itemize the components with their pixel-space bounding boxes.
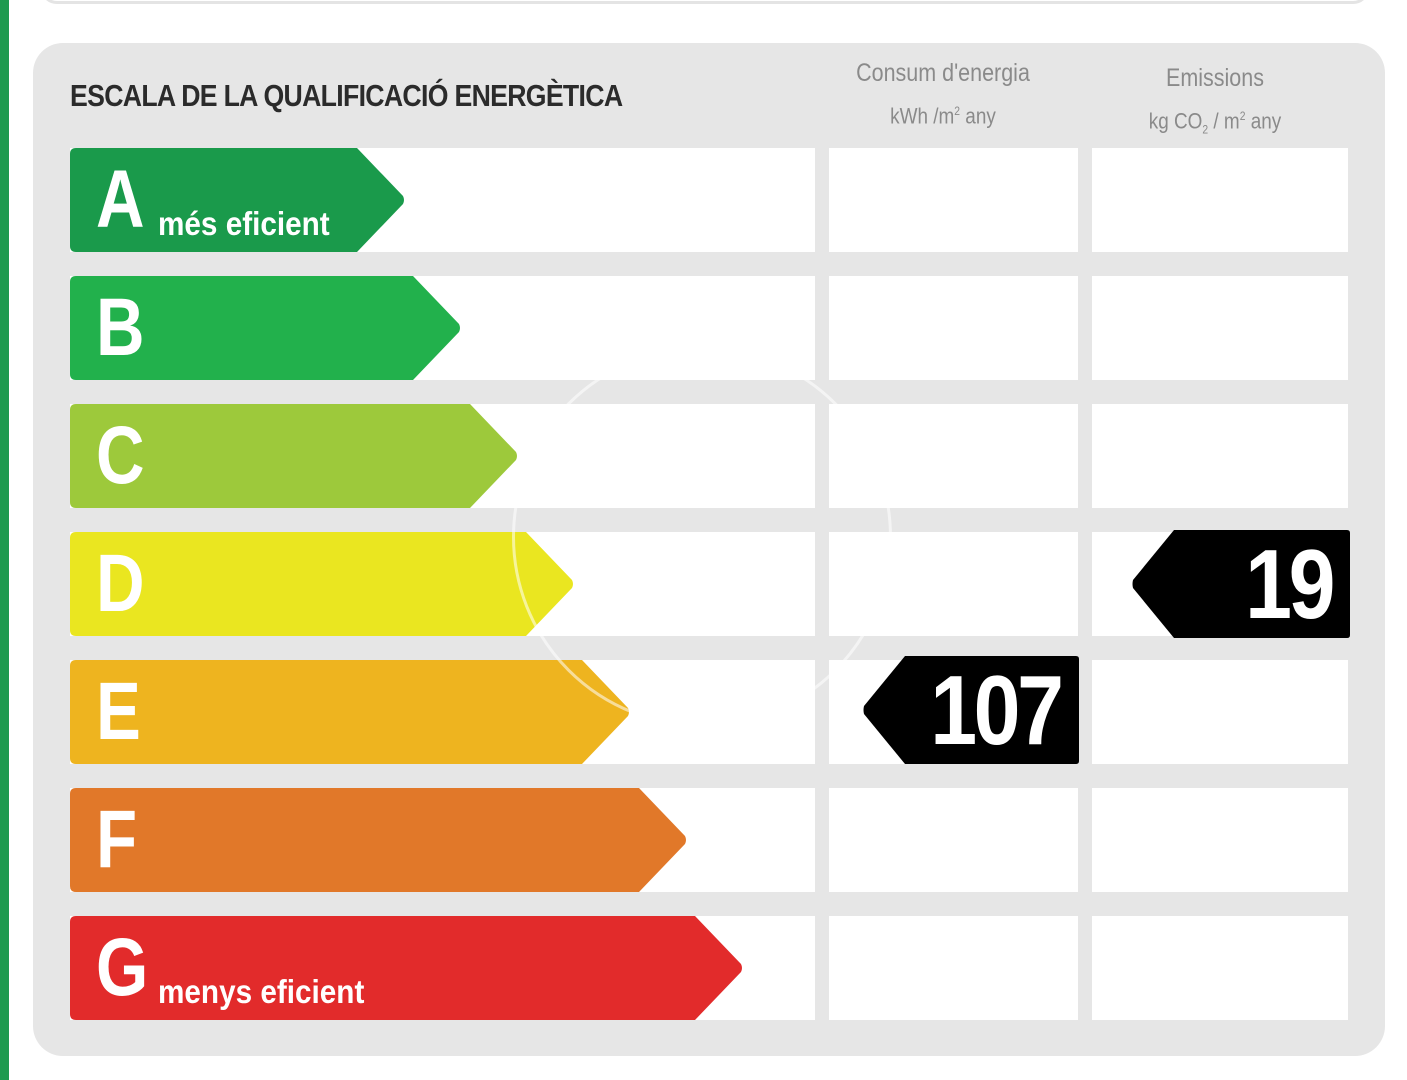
rating-description: més eficient — [158, 205, 330, 242]
rating-letter: C — [96, 410, 145, 501]
rating-arrow-c: C — [70, 404, 518, 508]
energy-cell-c — [829, 404, 1078, 508]
emissions-indicator: 19 — [1132, 530, 1350, 638]
rating-arrow-d: D — [70, 532, 574, 636]
rating-letter: D — [96, 538, 145, 629]
emissions-column-header: Emissions kg CO2 / m2 any — [1116, 59, 1314, 149]
emissions-column-label: Emissions — [1166, 64, 1264, 92]
energy-column-unit: kWh /m2 any — [890, 103, 996, 129]
emissions-cell-c — [1092, 404, 1348, 508]
energy-cell-b — [829, 276, 1078, 380]
emissions-cell-f — [1092, 788, 1348, 892]
emissions-indicator-value: 19 — [1245, 529, 1335, 639]
energy-cell-g — [829, 916, 1078, 1020]
rating-letter: F — [96, 794, 138, 885]
rating-letter: E — [96, 666, 141, 757]
energy-column-label: Consum d'energia — [856, 59, 1030, 87]
rating-letter: A — [96, 154, 145, 245]
energy-column-header: Consum d'energia kWh /m2 any — [844, 54, 1042, 135]
rating-arrow-e: E — [70, 660, 630, 764]
rating-arrow-f: F — [70, 788, 687, 892]
energy-cell-f — [829, 788, 1078, 892]
rating-letter: B — [96, 282, 145, 373]
top-panel-edge — [40, 0, 1370, 4]
emissions-cell-e — [1092, 660, 1348, 764]
rating-arrow-b: B — [70, 276, 461, 380]
left-border-stripe — [0, 0, 9, 1080]
emissions-cell-b — [1092, 276, 1348, 380]
energy-consumption-indicator-value: 107 — [930, 655, 1065, 765]
rating-letter: G — [96, 922, 149, 1013]
rating-description: menys eficient — [158, 973, 365, 1010]
scale-title: ESCALA DE LA QUALIFICACIÓ ENERGÈTICA — [70, 78, 623, 113]
energy-cell-d — [829, 532, 1078, 636]
energy-consumption-indicator: 107 — [863, 656, 1079, 764]
energy-cell-a — [829, 148, 1078, 252]
emissions-cell-a — [1092, 148, 1348, 252]
emissions-cell-g — [1092, 916, 1348, 1020]
emissions-column-unit: kg CO2 / m2 any — [1148, 108, 1282, 137]
